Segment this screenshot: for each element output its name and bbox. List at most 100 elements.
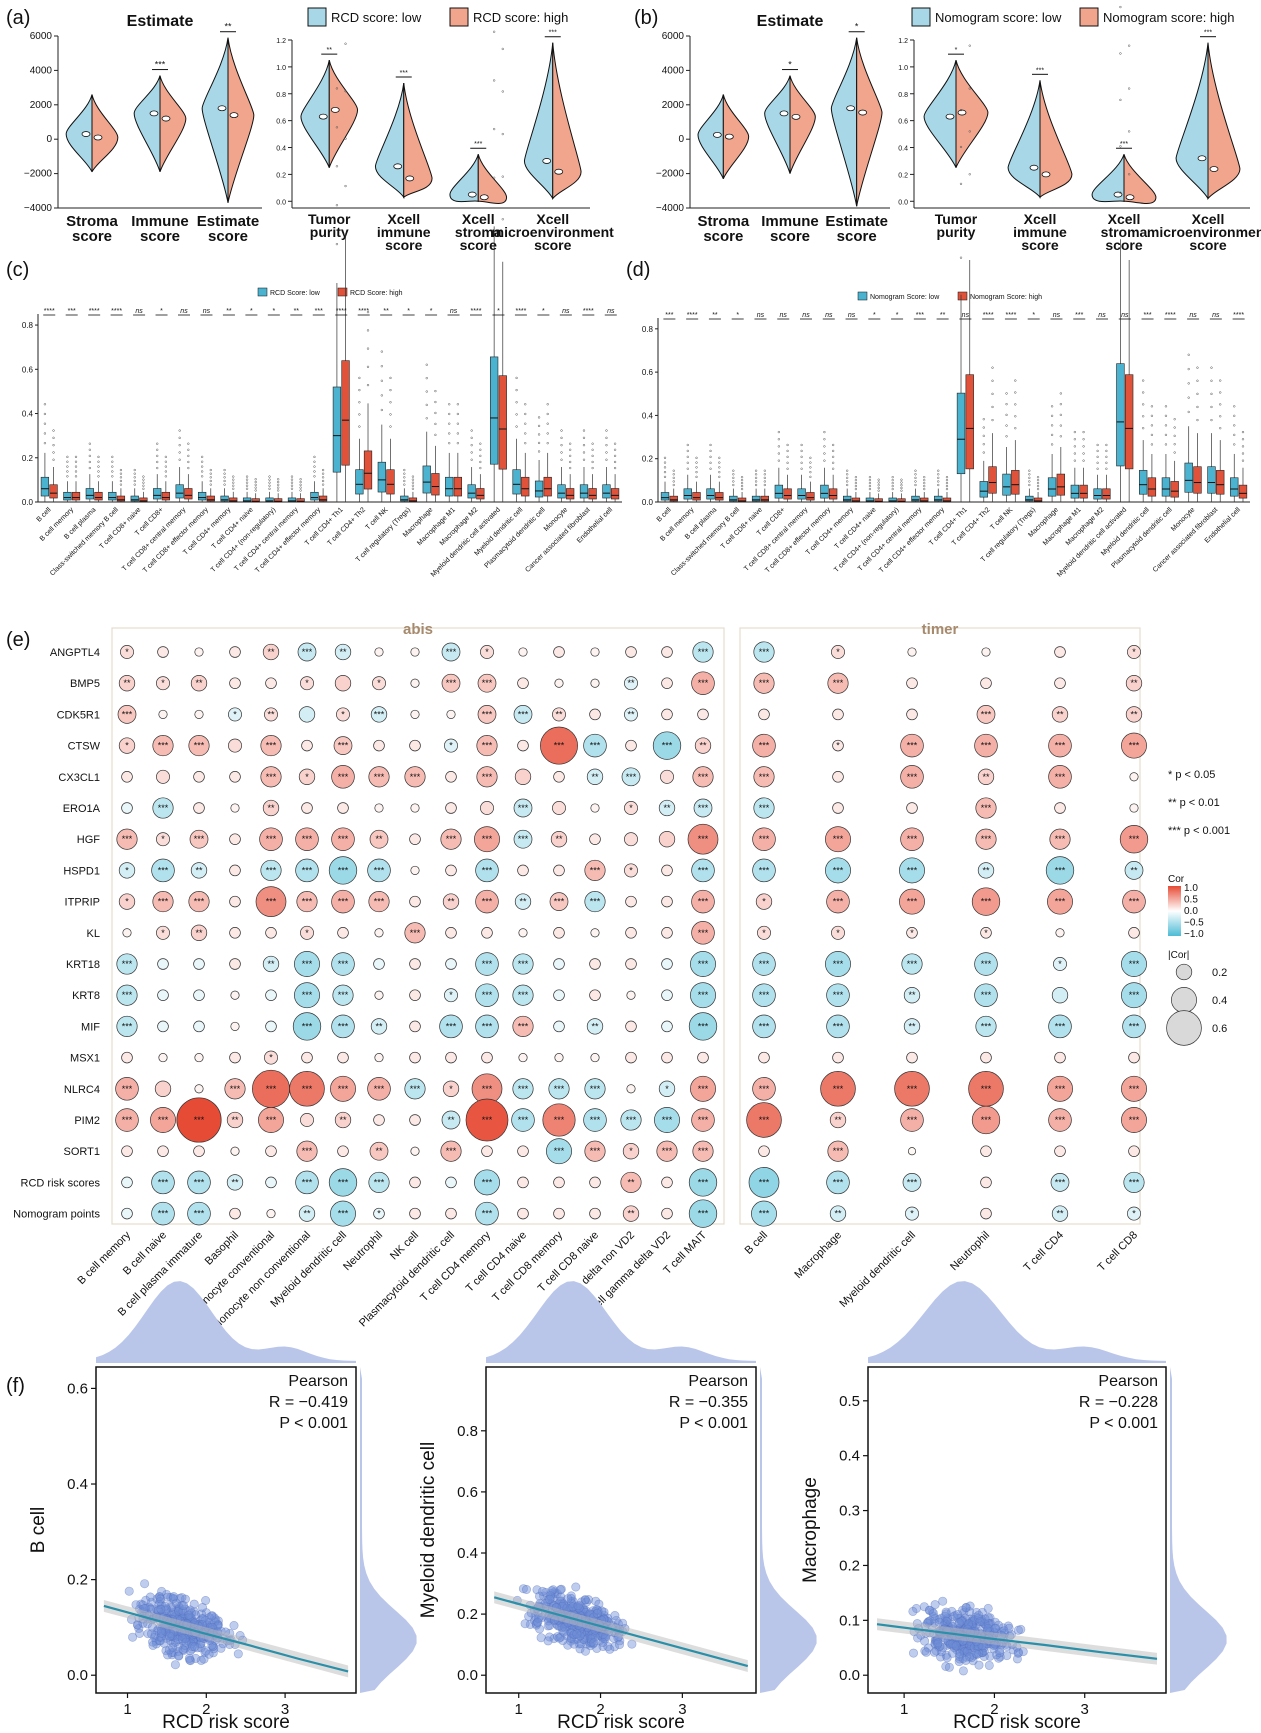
abis-dot-sig: ** <box>375 1021 383 1031</box>
abis-dot-sig: *** <box>338 1084 349 1094</box>
timer-dot <box>1051 706 1069 723</box>
label-line: immune <box>1013 224 1067 240</box>
panel-d-outlier <box>1036 484 1040 488</box>
panel-d-outlier <box>1210 379 1213 382</box>
abis-dot-sig: *** <box>194 1209 205 1219</box>
panel-b-estimate-y-tick-label: 0 <box>678 134 684 145</box>
panel-d-outlier <box>1164 424 1168 427</box>
abis-dot <box>542 1103 576 1137</box>
timer-dot <box>1054 677 1066 689</box>
panel-a-estimate-category: Immune score <box>131 213 189 245</box>
panel-c-outlier <box>389 425 392 428</box>
panel-c-box <box>453 476 462 497</box>
panel-c-outlier <box>492 79 496 82</box>
panel-d-outlier <box>1164 414 1168 417</box>
panel-b-estimate-category: Stroma score <box>697 213 749 245</box>
panel-c-outlier <box>111 455 114 459</box>
abis-dot-sig: *** <box>482 709 493 719</box>
panel-c-outlier <box>119 483 123 486</box>
abis-dot <box>692 766 714 788</box>
abis-dot-sig: ** <box>123 678 131 688</box>
panel-c-outlier <box>591 448 594 451</box>
panel-d-box <box>865 497 875 502</box>
label-line: microenvironment <box>1147 224 1261 240</box>
abis-dot <box>156 832 170 847</box>
abis-dot-sig: *** <box>518 803 529 813</box>
abis-dot <box>194 1053 204 1063</box>
abis-dot <box>697 708 709 721</box>
abis-dot-sig: *** <box>698 1021 709 1031</box>
top-density <box>868 1281 1166 1363</box>
panel-c-outlier <box>299 480 302 484</box>
abis-dot <box>260 859 282 881</box>
abis-dot <box>517 739 529 752</box>
panel-a-xcell-y-tick-label: 0.4 <box>276 146 286 153</box>
panel-d-outlier <box>823 445 826 448</box>
panel-d-outlier <box>1233 443 1236 446</box>
panel-b-estimate-violin-low <box>764 75 791 174</box>
panel-d-sig-mark: ns <box>802 312 810 319</box>
panel-a-estimate-category: Estimate score <box>197 213 260 245</box>
abis-dot-sig: ** <box>447 1115 455 1125</box>
scatter-point <box>563 1594 573 1604</box>
timer-dot <box>1129 803 1139 813</box>
abis-dot-sig: *** <box>482 1115 493 1125</box>
abis-dot <box>554 678 564 688</box>
panel-d-outlier <box>1050 424 1054 427</box>
panel-a-xcell-category: Xcell stroma score <box>455 211 502 253</box>
scatter-point <box>140 1579 150 1589</box>
panel-d-outlier <box>1105 443 1108 447</box>
panel-c-outlier <box>605 458 608 461</box>
panel-c-outlier <box>546 422 549 425</box>
panel-d-outlier <box>914 469 917 472</box>
panel-c-outlier <box>389 413 392 416</box>
size-legend-tick: 0.4 <box>1212 995 1227 1007</box>
panel-c-outlier <box>133 476 136 479</box>
panel-d-outlier <box>1014 427 1017 430</box>
abis-dot <box>230 1021 240 1031</box>
abis-dot <box>298 706 316 723</box>
abis-dot <box>228 738 242 753</box>
abis-dot <box>442 1080 460 1097</box>
panel-c-outlier <box>560 451 563 454</box>
scatter-point <box>610 1611 620 1621</box>
abis-dot <box>626 1084 636 1094</box>
panel-d-outlier <box>777 445 781 448</box>
panel-c-outlier <box>358 413 361 416</box>
label-line: immune <box>377 224 431 240</box>
panel-c-y-tick-label: 0.2 <box>22 454 34 463</box>
abis-dot <box>154 1080 172 1097</box>
panel-d-legend-swatch-high <box>957 291 968 301</box>
timer-dot <box>1051 987 1069 1004</box>
abis-dot <box>120 645 134 659</box>
scatter-point <box>990 1623 1000 1633</box>
panel-b-xcell-y-tick-label: 1.0 <box>898 65 908 72</box>
panel-c-outlier <box>178 436 181 440</box>
panel-c-outlier <box>164 465 168 468</box>
panel-d-outlier <box>1187 396 1190 399</box>
panel-b-estimate-y-tick-label: −4000 <box>656 203 685 214</box>
panel-d-outlier <box>846 473 849 476</box>
abis-dot <box>661 646 673 658</box>
panel-c-outlier <box>43 412 47 416</box>
panel-d-outlier <box>854 481 858 485</box>
panel-c-outlier <box>515 425 518 428</box>
panel-d-outlier <box>1073 430 1077 434</box>
scatter-point <box>934 1617 944 1627</box>
abis-dot <box>688 1168 718 1197</box>
abis-dot <box>661 1051 673 1064</box>
abis-dot <box>404 922 426 944</box>
stat-title: Pearson <box>288 1373 348 1390</box>
scatter-point <box>545 1594 555 1604</box>
panel-d-sig-mark: ns <box>1098 312 1106 319</box>
panel-a-estimate-title: Estimate <box>127 13 194 30</box>
timer-dot-sig: * <box>836 741 840 751</box>
panel-c-box <box>198 491 207 501</box>
panel-c-outlier <box>434 389 437 393</box>
panel-c-y-tick-label: 0.4 <box>22 410 34 419</box>
abis-dot <box>226 1111 244 1129</box>
timer-dot <box>829 1205 847 1222</box>
scatter-point <box>580 1646 590 1656</box>
abis-dot <box>661 927 673 939</box>
stat-title: Pearson <box>1098 1373 1158 1390</box>
